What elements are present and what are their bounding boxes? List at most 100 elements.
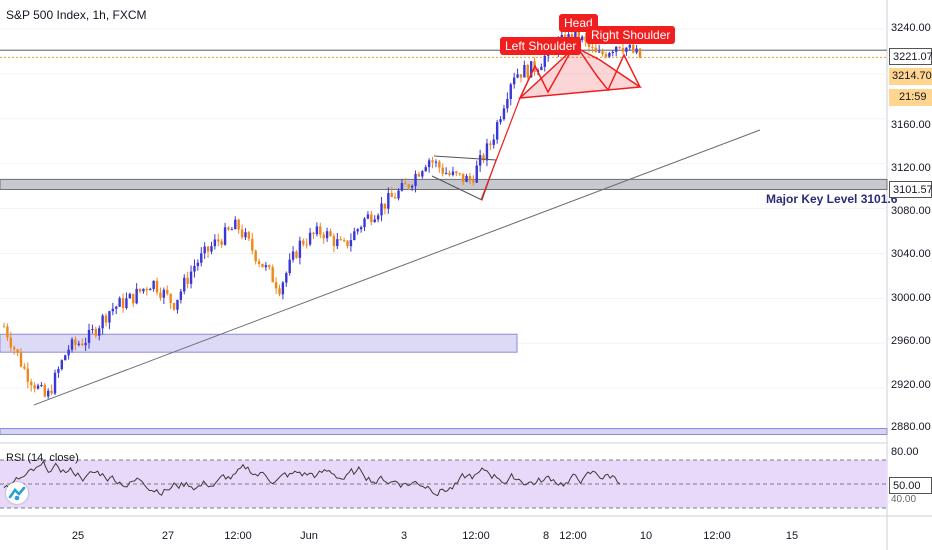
candle-body xyxy=(125,298,128,309)
candle-body xyxy=(53,372,57,394)
candle-body xyxy=(189,271,193,284)
trendline xyxy=(33,129,761,406)
annotation-head[interactable]: Head xyxy=(559,14,598,32)
candle-body xyxy=(81,343,84,346)
candle-body xyxy=(94,328,98,336)
countdown-tag: 21:59 xyxy=(889,89,932,106)
candle-body xyxy=(118,298,121,307)
candle-body xyxy=(220,241,223,245)
candle-body xyxy=(240,229,244,238)
candle-body xyxy=(373,219,376,223)
candle-body xyxy=(145,288,149,291)
candle-body xyxy=(227,227,230,230)
annotation-left-shoulder[interactable]: Left Shoulder xyxy=(500,37,582,55)
candle-body xyxy=(295,251,298,258)
candle-body xyxy=(376,215,380,220)
high-price-tag: 3221.07 xyxy=(889,48,932,65)
candle-body xyxy=(149,288,152,291)
candle-body xyxy=(383,203,387,209)
tradingview-logo-icon[interactable] xyxy=(6,482,28,504)
candle-body xyxy=(172,303,176,310)
candle-body xyxy=(223,227,227,245)
candle-body xyxy=(608,52,611,57)
candle-body xyxy=(64,355,67,361)
candle-body xyxy=(325,231,329,239)
candle-body xyxy=(461,173,465,182)
candle-body xyxy=(393,196,397,199)
bottom-zone xyxy=(0,428,888,436)
candle-body xyxy=(618,46,621,49)
candle-body xyxy=(329,231,332,237)
candle-body xyxy=(268,265,271,268)
candle-body xyxy=(84,342,87,346)
candle-body xyxy=(305,244,308,246)
head-shoulders-pattern xyxy=(519,42,641,99)
candle-body xyxy=(19,352,23,367)
price-label: 3160.00 xyxy=(891,119,931,131)
candle-body xyxy=(587,41,591,47)
candle-body xyxy=(33,385,36,389)
candle-body xyxy=(132,293,135,304)
candle-body xyxy=(271,267,274,283)
candle-body xyxy=(30,381,33,386)
candle-body xyxy=(91,328,94,330)
candle-body xyxy=(176,299,179,310)
breakout-line xyxy=(480,97,521,201)
annotation-right-shoulder[interactable]: Right Shoulder xyxy=(586,26,676,44)
candle-body xyxy=(332,236,336,247)
price-label: 3080.00 xyxy=(891,205,931,217)
candle-body xyxy=(13,347,16,350)
candle-body xyxy=(87,329,91,343)
candle-body xyxy=(427,160,431,168)
candle-body xyxy=(584,36,587,42)
candle-body xyxy=(155,280,159,293)
time-label: 12:00 xyxy=(559,530,587,542)
candle-body xyxy=(302,240,305,245)
candle-body xyxy=(251,238,254,251)
candle-body xyxy=(213,239,217,247)
candle-body xyxy=(346,240,349,247)
candle-body xyxy=(43,385,47,397)
candle-body xyxy=(621,48,625,52)
candle-body xyxy=(128,293,132,299)
candle-body xyxy=(577,28,580,41)
candle-body xyxy=(614,46,618,52)
price-label: 2960.00 xyxy=(891,335,931,347)
candle-body xyxy=(635,48,638,53)
candle-body xyxy=(26,368,30,382)
gridlines xyxy=(0,28,887,434)
rsi-title: RSI (14, close) xyxy=(6,452,79,464)
candle-body xyxy=(580,36,584,41)
candle-body xyxy=(319,226,322,235)
candle-body xyxy=(414,174,417,187)
candle-body xyxy=(57,369,60,373)
candle-body xyxy=(475,165,478,183)
price-label: 3040.00 xyxy=(891,248,931,260)
candle-body xyxy=(298,240,302,258)
candle-body xyxy=(291,251,295,260)
candle-body xyxy=(540,66,543,71)
candle-body xyxy=(417,174,421,177)
candle-body xyxy=(312,232,315,235)
candle-body xyxy=(451,171,455,176)
candle-body xyxy=(526,65,529,78)
candle-body xyxy=(16,349,19,353)
time-label: 25 xyxy=(71,530,85,542)
candle-body xyxy=(288,259,291,274)
candle-body xyxy=(458,173,461,175)
candle-body xyxy=(434,161,438,163)
candle-body xyxy=(485,143,489,161)
rsi-line xyxy=(3,460,621,497)
candle-body xyxy=(424,167,427,172)
candle-body xyxy=(274,282,278,289)
candle-body xyxy=(196,262,200,266)
price-label: 2880.00 xyxy=(891,421,931,433)
candle-body xyxy=(448,173,451,176)
candle-body xyxy=(509,84,512,99)
candle-body xyxy=(482,155,485,161)
rsi-label: 40.00 xyxy=(891,494,917,505)
time-label: Jun xyxy=(300,530,318,542)
candle-body xyxy=(468,175,472,181)
candle-body xyxy=(349,240,353,247)
